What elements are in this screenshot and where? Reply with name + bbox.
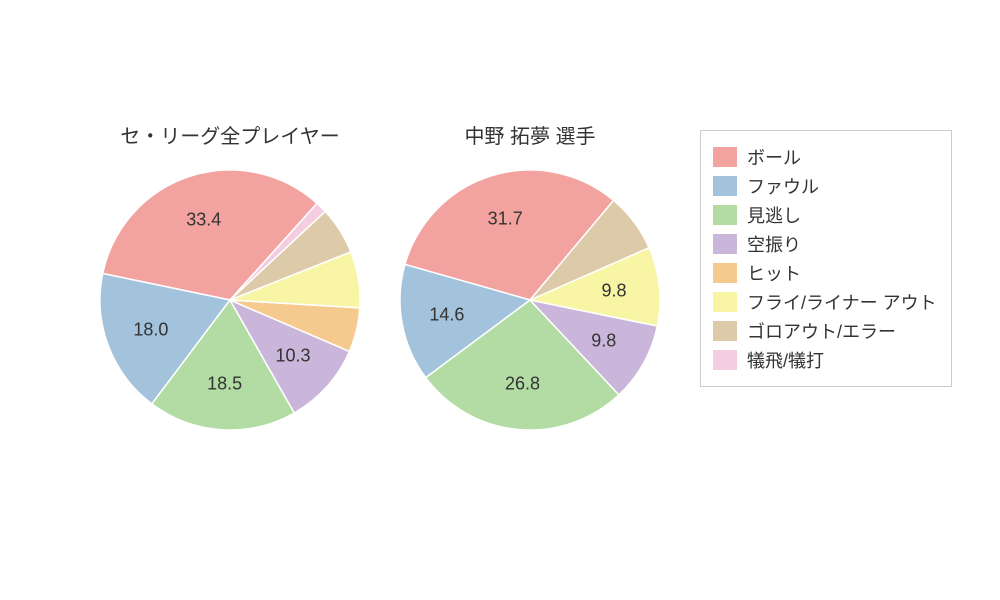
pie-chart-player: [400, 170, 660, 430]
legend: ボールファウル見逃し空振りヒットフライ/ライナー アウトゴロアウト/エラー犠飛/…: [700, 130, 952, 387]
legend-label-sac: 犠飛/犠打: [747, 347, 824, 373]
legend-item-swing: 空振り: [713, 231, 937, 257]
chart-title-player: 中野 拓夢 選手: [390, 120, 670, 149]
legend-item-sac: 犠飛/犠打: [713, 347, 937, 373]
legend-item-fly_out: フライ/ライナー アウト: [713, 289, 937, 315]
legend-swatch-ground_out: [713, 321, 737, 341]
pie-svg-league: [100, 170, 360, 430]
legend-label-swing: 空振り: [747, 231, 801, 257]
chart-title-league: セ・リーグ全プレイヤー: [90, 120, 370, 149]
legend-label-hit: ヒット: [747, 260, 801, 286]
figure-stage: セ・リーグ全プレイヤー33.418.018.510.3中野 拓夢 選手31.71…: [0, 0, 1000, 600]
legend-label-ground_out: ゴロアウト/エラー: [747, 318, 896, 344]
legend-label-fly_out: フライ/ライナー アウト: [747, 289, 937, 315]
legend-swatch-hit: [713, 263, 737, 283]
pie-chart-league: [100, 170, 360, 430]
legend-swatch-foul: [713, 176, 737, 196]
pie-svg-player: [400, 170, 660, 430]
legend-swatch-sac: [713, 350, 737, 370]
legend-item-hit: ヒット: [713, 260, 937, 286]
legend-swatch-fly_out: [713, 292, 737, 312]
legend-label-ball: ボール: [747, 144, 801, 170]
legend-item-foul: ファウル: [713, 173, 937, 199]
legend-swatch-ball: [713, 147, 737, 167]
legend-swatch-swing: [713, 234, 737, 254]
legend-swatch-look: [713, 205, 737, 225]
legend-item-look: 見逃し: [713, 202, 937, 228]
legend-label-foul: ファウル: [747, 173, 819, 199]
legend-item-ground_out: ゴロアウト/エラー: [713, 318, 937, 344]
legend-label-look: 見逃し: [747, 202, 801, 228]
legend-item-ball: ボール: [713, 144, 937, 170]
